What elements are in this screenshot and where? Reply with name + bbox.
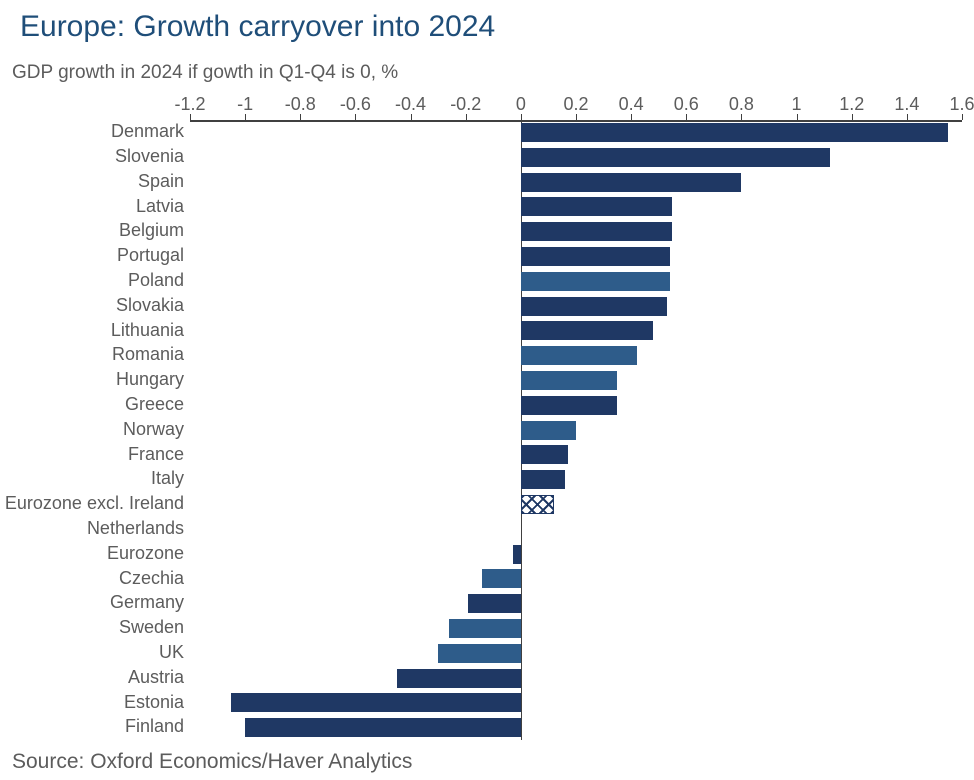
category-label: Lithuania (111, 320, 184, 341)
x-tick-label: 0 (516, 94, 526, 115)
x-tick-mark (466, 114, 467, 120)
bar (521, 197, 673, 216)
category-label: Slovenia (115, 146, 184, 167)
category-label: Greece (125, 394, 184, 415)
x-tick-mark (300, 114, 301, 120)
category-label: Spain (138, 171, 184, 192)
bar (482, 569, 521, 588)
category-label: Hungary (116, 369, 184, 390)
bar (231, 693, 521, 712)
x-tick-mark (852, 114, 853, 120)
bar (245, 718, 521, 737)
chart-plot-area: -1.2-1-0.8-0.6-0.4-0.200.20.40.60.811.21… (190, 120, 962, 740)
x-tick-label: -0.4 (395, 94, 426, 115)
bar (521, 421, 576, 440)
bar (513, 545, 521, 564)
x-tick-label: -0.6 (340, 94, 371, 115)
category-label: Portugal (117, 245, 184, 266)
bar (521, 148, 830, 167)
x-axis-line (190, 120, 962, 122)
x-tick-label: -0.2 (450, 94, 481, 115)
category-label: Netherlands (87, 518, 184, 539)
x-tick-mark (576, 114, 577, 120)
category-label: Eurozone excl. Ireland (5, 493, 184, 514)
x-tick-mark (741, 114, 742, 120)
category-label: Sweden (119, 617, 184, 638)
bar (521, 321, 653, 340)
category-label: UK (159, 642, 184, 663)
x-tick-label: 1.4 (894, 94, 919, 115)
x-tick-label: -1 (237, 94, 253, 115)
x-tick-mark (355, 114, 356, 120)
bar (521, 222, 673, 241)
x-tick-label: 1.2 (839, 94, 864, 115)
x-tick-mark (797, 114, 798, 120)
bar (521, 346, 637, 365)
category-label: Italy (151, 468, 184, 489)
category-label: Latvia (136, 196, 184, 217)
bar (521, 173, 742, 192)
x-tick-mark (190, 114, 191, 120)
category-label: Estonia (124, 692, 184, 713)
bar (468, 594, 520, 613)
bar (521, 445, 568, 464)
x-tick-mark (245, 114, 246, 120)
bar (438, 644, 521, 663)
chart-subtitle: GDP growth in 2024 if gowth in Q1-Q4 is … (12, 62, 398, 84)
bar (521, 396, 618, 415)
x-tick-label: -0.8 (285, 94, 316, 115)
category-label: Austria (128, 667, 184, 688)
category-label: Norway (123, 419, 184, 440)
bar (521, 123, 948, 142)
chart-source: Source: Oxford Economics/Haver Analytics (12, 750, 412, 774)
bar (397, 669, 521, 688)
x-tick-label: 0.8 (729, 94, 754, 115)
category-label: Germany (110, 592, 184, 613)
x-tick-label: 0.2 (563, 94, 588, 115)
x-tick-label: 0.4 (619, 94, 644, 115)
category-label: Poland (128, 270, 184, 291)
x-tick-label: 1 (792, 94, 802, 115)
x-tick-mark (686, 114, 687, 120)
x-tick-label: 0.6 (674, 94, 699, 115)
bar (521, 272, 670, 291)
category-label: Slovakia (116, 295, 184, 316)
category-label: Finland (125, 716, 184, 737)
bar (521, 470, 565, 489)
category-label: Eurozone (107, 543, 184, 564)
category-label: Belgium (119, 220, 184, 241)
bar (521, 297, 667, 316)
bar (521, 495, 554, 514)
category-label: Romania (112, 344, 184, 365)
category-label: Czechia (119, 568, 184, 589)
x-tick-label: -1.2 (174, 94, 205, 115)
x-tick-mark (631, 114, 632, 120)
x-tick-mark (962, 114, 963, 120)
chart-title: Europe: Growth carryover into 2024 (20, 10, 495, 44)
x-tick-label: 1.6 (949, 94, 974, 115)
bar (521, 371, 618, 390)
category-label: France (128, 444, 184, 465)
x-tick-mark (907, 114, 908, 120)
bar (449, 619, 521, 638)
x-tick-mark (411, 114, 412, 120)
category-label: Denmark (111, 121, 184, 142)
bar (521, 247, 670, 266)
